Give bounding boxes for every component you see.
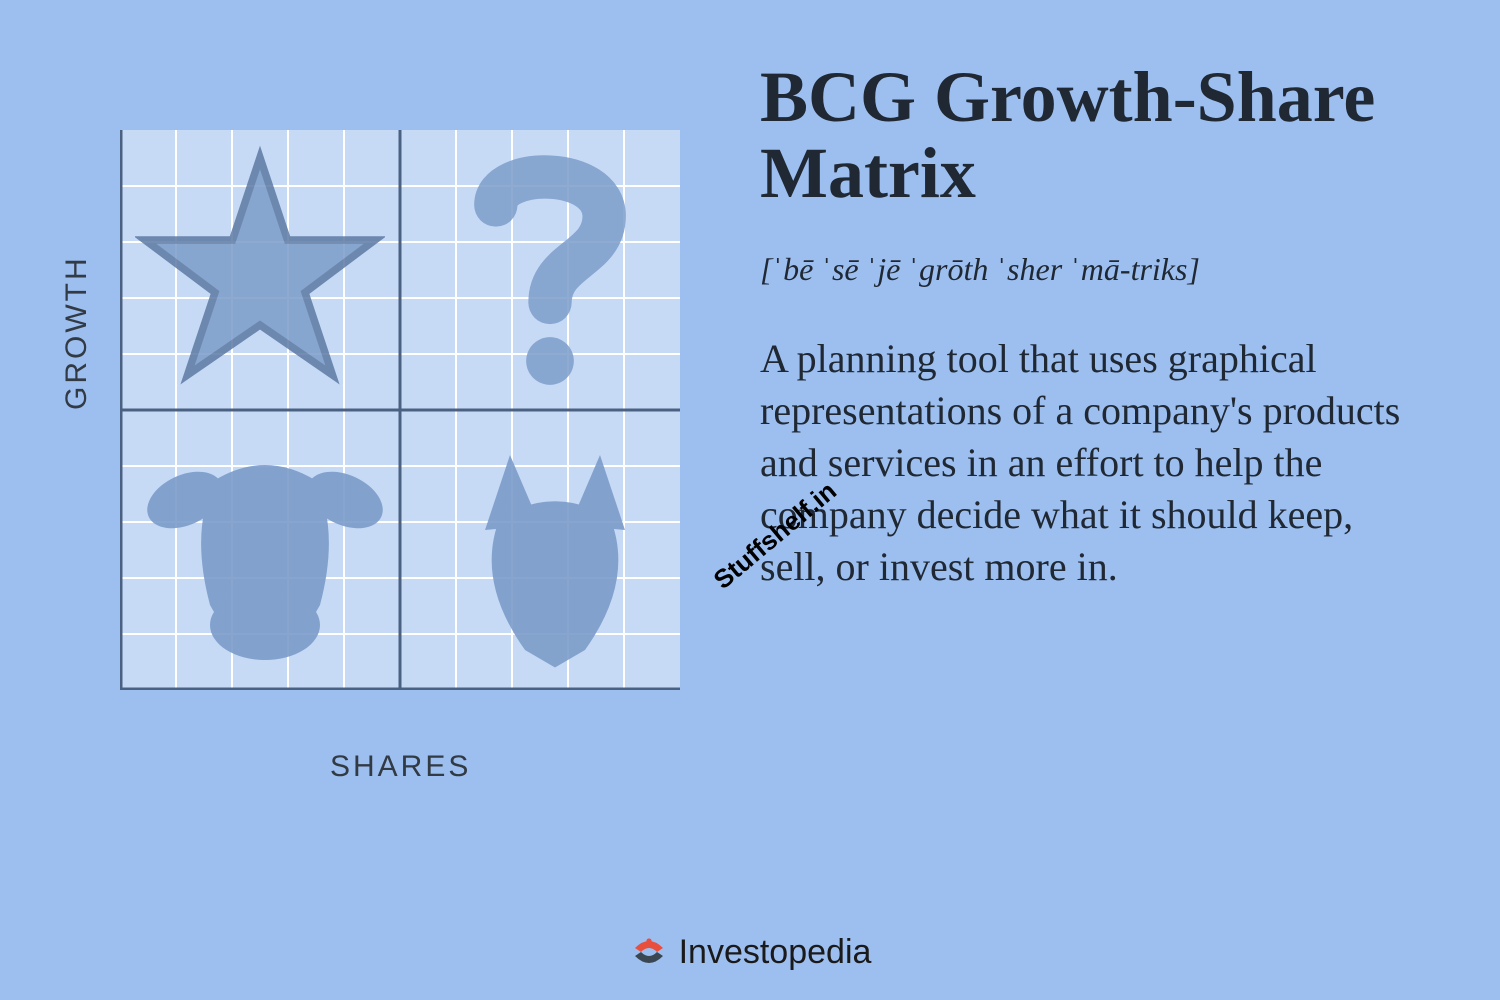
matrix-grid [120,130,680,690]
definition-panel: BCG Growth-Share Matrix [ˈbē ˈsē ˈjē ˈgr… [760,60,1420,593]
brand-name: Investopedia [679,933,872,972]
term-definition: A planning tool that uses graphical repr… [760,333,1420,593]
term-title: BCG Growth-Share Matrix [760,60,1420,211]
bcg-matrix-diagram [120,130,680,730]
y-axis-label: GROWTH [60,255,94,410]
term-pronunciation: [ˈbē ˈsē ˈjē ˈgrōth ˈsher ˈmā-triks] [760,251,1420,288]
investopedia-logo-icon [629,932,669,972]
x-axis-label: SHARES [330,750,471,784]
brand-footer: Investopedia [0,932,1500,972]
